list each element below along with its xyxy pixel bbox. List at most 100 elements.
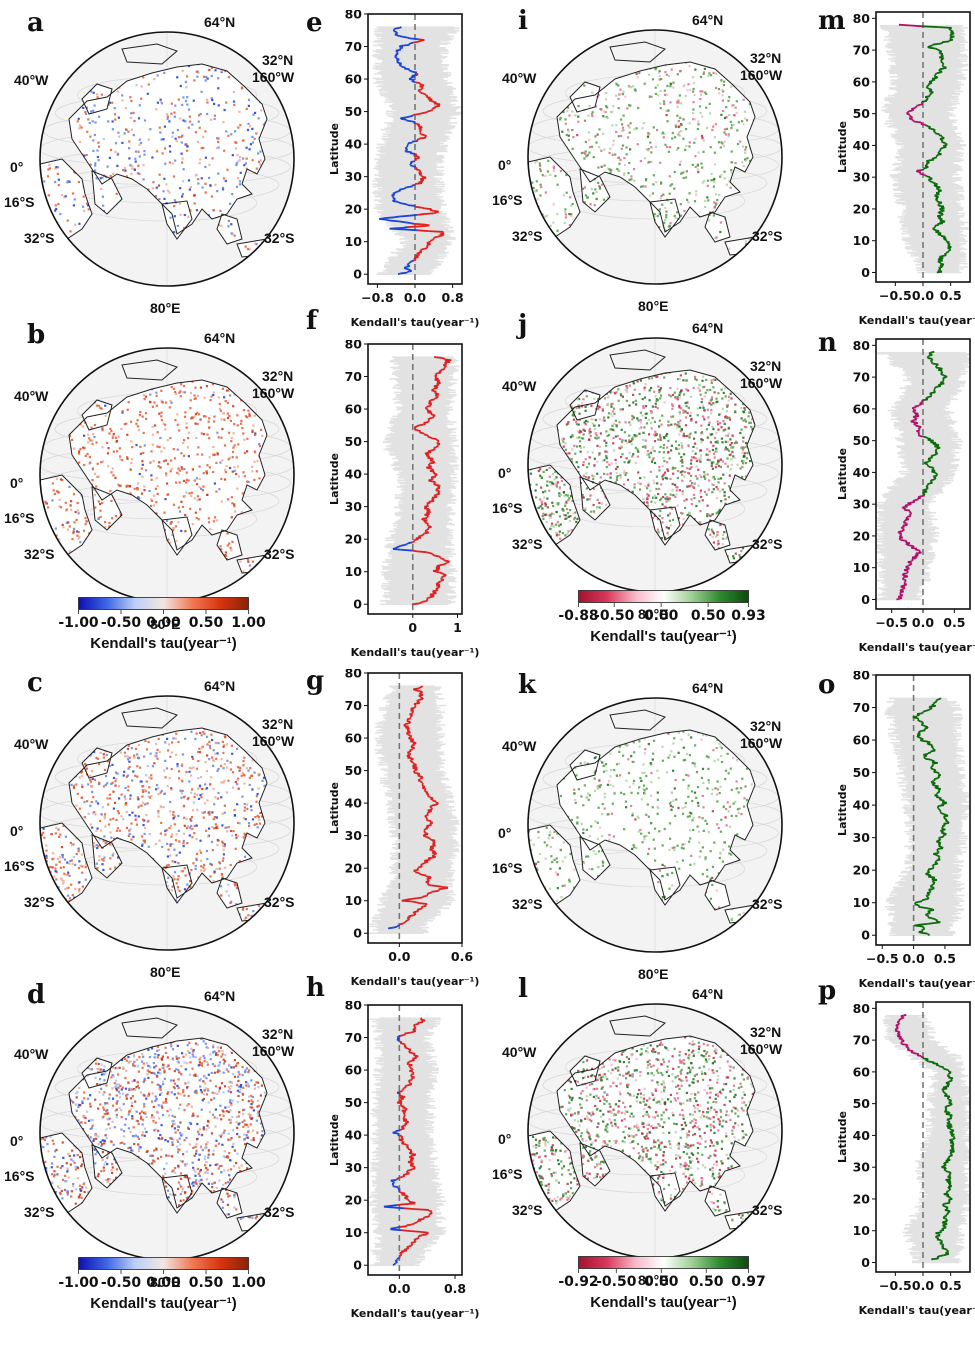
map-pixel: [155, 488, 157, 490]
map-pixel: [275, 1233, 277, 1235]
map-pixel: [143, 432, 145, 434]
map-pixel: [234, 809, 236, 811]
map-pixel: [78, 453, 80, 455]
map-pixel: [256, 795, 258, 797]
map-pixel: [221, 1050, 223, 1052]
map-pixel: [258, 161, 260, 163]
map-pixel: [183, 796, 185, 798]
map-pixel: [67, 529, 69, 531]
map-pixel: [143, 1105, 145, 1107]
map-pixel: [203, 415, 205, 417]
map-pixel: [241, 87, 243, 89]
map-pixel: [246, 147, 248, 149]
map-pixel: [49, 167, 51, 169]
map-pixel: [233, 503, 235, 505]
map-pixel: [184, 411, 186, 413]
map-pixel: [67, 1230, 69, 1232]
map-pixel: [66, 509, 68, 511]
map-pixel: [251, 470, 253, 472]
map-pixel: [245, 818, 247, 820]
map-pixel: [199, 785, 201, 787]
map-pixel: [113, 433, 115, 435]
map-pixel: [97, 1108, 99, 1110]
map-pixel: [186, 472, 188, 474]
map-pixel: [208, 417, 210, 419]
map-pixel: [42, 757, 44, 759]
map-pixel: [62, 1141, 64, 1143]
map-pixel: [221, 459, 223, 461]
map-pixel: [208, 69, 210, 71]
map-pixel: [77, 509, 79, 511]
map-pixel: [115, 778, 117, 780]
map-pixel: [95, 1063, 97, 1065]
map-pixel: [157, 1157, 159, 1159]
map-pixel: [106, 1113, 108, 1115]
map-pixel: [272, 1229, 274, 1231]
map-pixel: [170, 836, 172, 838]
map-pixel: [230, 1066, 232, 1068]
map-pixel: [186, 422, 188, 424]
map-pixel: [167, 118, 169, 120]
map-pixel: [88, 437, 90, 439]
map-pixel: [94, 473, 96, 475]
map-pixel: [271, 565, 273, 567]
map-pixel: [173, 205, 175, 207]
map-pixel: [178, 429, 180, 431]
map-pixel: [177, 1045, 179, 1047]
map-pixel: [97, 758, 99, 760]
map-pixel: [74, 888, 76, 890]
map-pixel: [211, 864, 213, 866]
map-pixel: [164, 1173, 166, 1175]
map-pixel: [258, 117, 260, 119]
map-pixel: [208, 521, 210, 523]
map-pixel: [206, 99, 208, 101]
map-pixel: [276, 247, 278, 249]
map-pixel: [214, 118, 216, 120]
map-pixel: [124, 752, 126, 754]
map-pixel: [73, 856, 75, 858]
map-pixel: [144, 444, 146, 446]
map-pixel: [286, 413, 288, 415]
map-pixel: [220, 1136, 222, 1138]
map-pixel: [185, 81, 187, 83]
map-pixel: [92, 778, 94, 780]
map-pixel: [180, 85, 182, 87]
map-pixel: [78, 888, 80, 890]
map-pixel: [254, 1084, 256, 1086]
map-pixel: [79, 448, 81, 450]
map-pixel: [213, 788, 215, 790]
map-pixel: [136, 487, 138, 489]
map-pixel: [164, 834, 166, 836]
map-pixel: [237, 822, 239, 824]
map-pixel: [105, 415, 107, 417]
map-pixel: [62, 882, 64, 884]
map-pixel: [114, 785, 116, 787]
map-pixel: [39, 450, 41, 452]
map-pixel: [50, 573, 52, 575]
map-pixel: [148, 846, 150, 848]
map-pixel: [255, 132, 257, 134]
map-pixel: [172, 886, 174, 888]
map-pixel: [106, 1137, 108, 1139]
map-pixel: [153, 504, 155, 506]
map-pixel: [66, 723, 68, 725]
map-pixel: [167, 1140, 169, 1142]
map-pixel: [142, 416, 144, 418]
map-pixel: [118, 797, 120, 799]
map-pixel: [224, 1107, 226, 1109]
map-pixel: [58, 179, 60, 181]
map-pixel: [196, 768, 198, 770]
map-pixel: [171, 833, 173, 835]
map-pixel: [170, 787, 172, 789]
map-pixel: [180, 136, 182, 138]
map-pixel: [58, 491, 60, 493]
map-pixel: [79, 1185, 81, 1187]
map-pixel: [139, 155, 141, 157]
map-pixel: [81, 854, 83, 856]
map-pixel: [231, 1116, 233, 1118]
map-pixel: [183, 168, 185, 170]
map-pixel: [190, 869, 192, 871]
map-pixel: [38, 809, 40, 811]
map-pixel: [42, 887, 44, 889]
map-pixel: [157, 812, 159, 814]
